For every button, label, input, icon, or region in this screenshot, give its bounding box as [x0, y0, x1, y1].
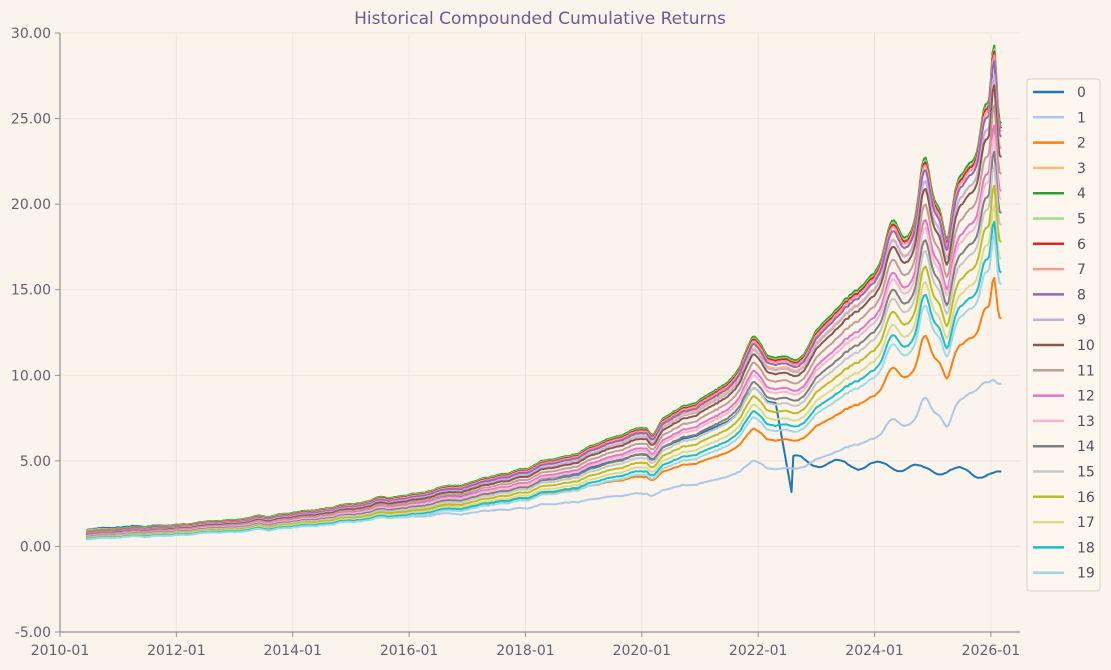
x-tick-label: 2016-01 [380, 643, 439, 659]
x-tick-label: 2018-01 [496, 643, 555, 659]
legend-label-3: 3 [1077, 161, 1086, 177]
grid-layer [59, 32, 1020, 633]
series-line-11 [85, 104, 1003, 537]
x-tick-label: 2026-01 [962, 643, 1021, 659]
legend-label-15: 15 [1077, 465, 1095, 481]
series-line-18 [85, 220, 1002, 541]
legend-label-5: 5 [1077, 212, 1086, 228]
legend-label-8: 8 [1077, 287, 1086, 303]
legend-label-6: 6 [1077, 237, 1086, 253]
series-layer [85, 44, 1003, 541]
chart-title: Historical Compounded Cumulative Returns [354, 9, 726, 29]
legend-label-1: 1 [1077, 110, 1086, 126]
legend-label-17: 17 [1077, 515, 1095, 531]
y-tick-label: 25.00 [11, 112, 51, 128]
axis-layer: 30.00 25.00 20.00 15.00 10.00 5.00 0.00 -5.00 20… [11, 26, 1020, 659]
x-tick-label: 2010-01 [31, 643, 90, 659]
y-tick-label: 15.00 [11, 283, 51, 299]
series-line-0 [85, 387, 1002, 532]
y-tick-label: -5.00 [15, 625, 51, 641]
series-line-14 [85, 150, 1003, 539]
legend-label-7: 7 [1077, 262, 1086, 278]
legend-label-18: 18 [1077, 540, 1095, 556]
legend-label-13: 13 [1077, 414, 1095, 430]
series-line-19 [85, 234, 1002, 541]
series-line-16 [86, 184, 1002, 540]
x-tick-label: 2020-01 [613, 643, 672, 659]
series-line-17 [85, 204, 1002, 540]
y-tick-label: 10.00 [11, 368, 51, 384]
y-tick-label: 20.00 [11, 197, 51, 213]
x-tick-label: 2012-01 [147, 643, 206, 659]
legend-box [1026, 78, 1101, 592]
legend-label-2: 2 [1077, 136, 1086, 152]
y-tick-label: 5.00 [20, 454, 51, 470]
legend-label-12: 12 [1077, 389, 1095, 405]
x-tick-label: 2024-01 [845, 643, 904, 659]
legend-label-19: 19 [1077, 566, 1095, 582]
series-line-15 [85, 164, 1002, 539]
legend-label-10: 10 [1077, 338, 1095, 354]
legend-label-14: 14 [1077, 439, 1095, 455]
legend-label-4: 4 [1077, 186, 1086, 202]
y-tick-label: 0.00 [20, 539, 51, 555]
legend-label-11: 11 [1077, 363, 1095, 379]
y-tick-label: 30.00 [11, 26, 51, 42]
legend-label-16: 16 [1077, 490, 1095, 506]
x-tick-label: 2014-01 [263, 643, 322, 659]
legend-label-9: 9 [1077, 313, 1086, 329]
legend-label-0: 0 [1077, 85, 1086, 101]
x-tick-label: 2022-01 [729, 643, 788, 659]
